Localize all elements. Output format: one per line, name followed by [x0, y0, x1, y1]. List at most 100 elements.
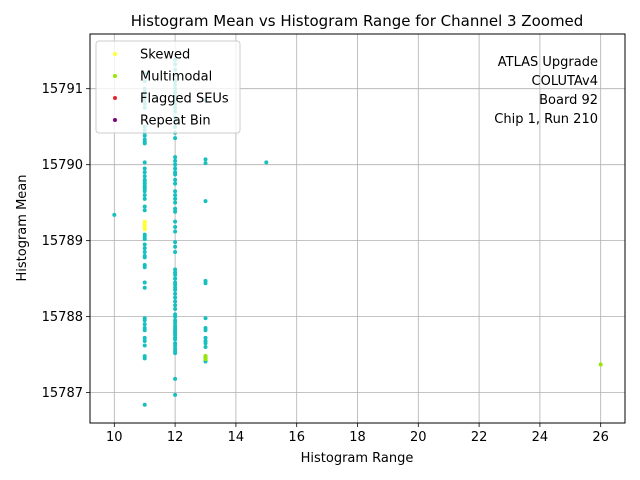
legend: Skewed Multimodal Flagged SEUs Repeat Bin	[95, 40, 241, 134]
data-point-normal	[173, 181, 178, 186]
data-point-normal	[173, 282, 178, 287]
data-point-normal	[173, 376, 178, 381]
x-tick-label: 16	[288, 430, 305, 445]
data-point-normal	[203, 161, 208, 166]
data-point-normal	[264, 160, 269, 165]
data-point-normal	[203, 341, 208, 346]
x-tick-label: 14	[228, 430, 245, 445]
legend-label: Skewed	[140, 48, 190, 63]
data-point-normal	[112, 212, 117, 217]
legend-box	[95, 40, 241, 134]
x-tick-label: 26	[592, 430, 609, 445]
data-point-normal	[203, 328, 208, 333]
data-point-normal	[173, 158, 178, 163]
data-point-normal	[173, 303, 178, 308]
data-point-normal	[173, 177, 178, 182]
annotation-line: Chip 1, Run 210	[494, 112, 598, 127]
data-point-normal	[142, 193, 147, 198]
data-point-normal	[173, 162, 178, 167]
data-point-normal	[173, 136, 178, 141]
data-point-normal	[142, 208, 147, 213]
data-point-normal	[173, 200, 178, 205]
data-point-multimodal	[598, 362, 603, 367]
annotation-line: ATLAS Upgrade	[498, 55, 598, 70]
data-point-normal	[173, 337, 178, 342]
legend-label: Flagged SEUs	[140, 92, 229, 107]
data-point-normal	[142, 174, 147, 179]
data-point-normal	[173, 244, 178, 249]
data-point-normal	[173, 343, 178, 348]
data-point-normal	[173, 288, 178, 293]
data-point-normal	[142, 255, 147, 260]
data-point-normal	[173, 250, 178, 255]
data-point-multimodal	[203, 354, 208, 359]
y-tick-label: 15789	[42, 234, 83, 249]
data-point-normal	[142, 196, 147, 201]
data-point-normal	[173, 172, 178, 177]
data-point-normal	[142, 160, 147, 165]
data-point-normal	[203, 345, 208, 350]
x-tick-label: 24	[532, 430, 549, 445]
data-point-normal	[142, 343, 147, 348]
annotation-line: COLUTAv4	[532, 74, 598, 89]
data-point-normal	[142, 338, 147, 343]
x-tick-label: 12	[167, 430, 184, 445]
x-tick-label: 22	[471, 430, 488, 445]
y-axis: 15787 15788 15789 15790 15791	[42, 82, 90, 401]
legend-marker	[113, 118, 117, 122]
data-point-normal	[142, 285, 147, 290]
data-point-normal	[142, 322, 147, 327]
data-point-normal	[203, 157, 208, 162]
data-point-normal	[173, 272, 178, 277]
data-point-normal	[142, 237, 147, 242]
data-point-normal	[173, 307, 178, 312]
data-point-normal	[173, 351, 178, 356]
data-point-normal	[173, 155, 178, 160]
data-point-normal	[142, 318, 147, 323]
data-point-normal	[173, 224, 178, 229]
data-point-normal	[173, 219, 178, 224]
data-point-normal	[173, 206, 178, 211]
x-tick-label: 20	[410, 430, 427, 445]
data-point-normal	[173, 267, 178, 272]
data-point-normal	[142, 133, 147, 138]
data-point-normal	[173, 295, 178, 300]
data-point-normal	[203, 335, 208, 340]
legend-label: Repeat Bin	[140, 114, 211, 129]
data-point-normal	[142, 170, 147, 175]
data-point-normal	[173, 392, 178, 397]
legend-marker	[113, 74, 117, 78]
data-point-normal	[173, 320, 178, 325]
y-tick-label: 15787	[42, 386, 83, 401]
legend-marker	[113, 52, 117, 56]
data-point-normal	[173, 193, 178, 198]
data-point-normal	[142, 265, 147, 270]
data-point-normal	[203, 281, 208, 286]
chart-title: Histogram Mean vs Histogram Range for Ch…	[131, 12, 584, 30]
x-axis: 10 12 14 16 18 20 22 24 26	[106, 423, 609, 445]
data-point-normal	[173, 240, 178, 245]
data-point-normal	[142, 335, 147, 340]
y-tick-label: 15788	[42, 310, 83, 325]
data-point-normal	[173, 291, 178, 296]
data-point-normal	[173, 189, 178, 194]
x-axis-label: Histogram Range	[301, 451, 414, 466]
data-point-normal	[173, 314, 178, 319]
legend-marker	[113, 96, 117, 100]
y-tick-label: 15791	[42, 82, 83, 97]
legend-label: Multimodal	[140, 70, 212, 85]
data-point-normal	[142, 246, 147, 251]
data-point-normal	[173, 299, 178, 304]
annotation-line: Board 92	[539, 93, 598, 108]
data-point-normal	[173, 166, 178, 171]
data-point-normal	[203, 316, 208, 321]
data-point-normal	[173, 196, 178, 201]
x-tick-label: 10	[106, 430, 123, 445]
data-point-normal	[142, 141, 147, 146]
data-point-normal	[142, 280, 147, 285]
y-tick-label: 15790	[42, 158, 83, 173]
data-point-normal	[142, 189, 147, 194]
data-point-normal	[142, 328, 147, 333]
data-point-normal	[173, 229, 178, 234]
